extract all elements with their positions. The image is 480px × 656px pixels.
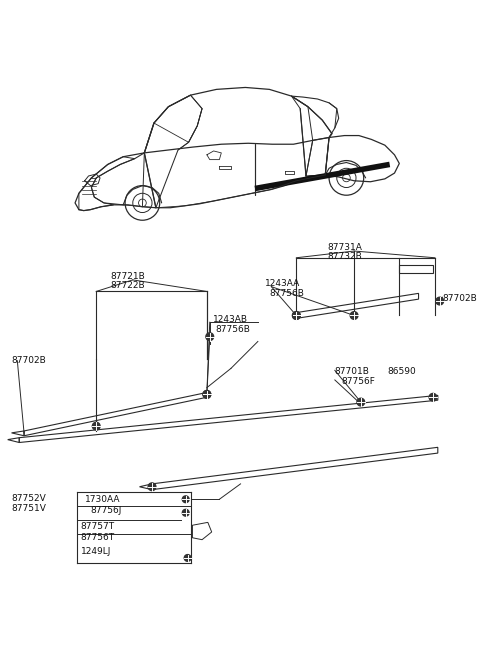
Text: 87702B: 87702B xyxy=(443,294,477,302)
Text: 87756B: 87756B xyxy=(216,325,251,335)
Text: 86590: 86590 xyxy=(388,367,417,376)
Text: 87722B: 87722B xyxy=(111,281,145,290)
Text: 1249LJ: 1249LJ xyxy=(81,546,111,556)
Text: 87702B: 87702B xyxy=(12,356,46,365)
Circle shape xyxy=(184,554,191,562)
Circle shape xyxy=(203,390,211,398)
Text: 87701B: 87701B xyxy=(335,367,370,376)
Circle shape xyxy=(182,496,189,502)
Circle shape xyxy=(350,312,358,319)
Circle shape xyxy=(182,509,189,516)
Circle shape xyxy=(292,312,300,319)
Text: 87756B: 87756B xyxy=(269,289,304,298)
Circle shape xyxy=(206,333,214,340)
Text: 87756F: 87756F xyxy=(342,377,375,386)
Text: 1243AA: 1243AA xyxy=(264,279,300,288)
Text: 1243AB: 1243AB xyxy=(213,315,248,324)
Circle shape xyxy=(357,398,365,406)
Text: 87757T: 87757T xyxy=(81,522,115,531)
Text: 87752V: 87752V xyxy=(12,494,46,502)
Circle shape xyxy=(292,312,300,319)
Text: 1730AA: 1730AA xyxy=(84,495,120,504)
Circle shape xyxy=(436,297,444,305)
Text: 87732B: 87732B xyxy=(327,253,362,261)
Text: 87721B: 87721B xyxy=(110,272,145,281)
Circle shape xyxy=(429,394,437,401)
Circle shape xyxy=(203,390,211,398)
Text: 87756J: 87756J xyxy=(90,506,122,516)
Text: 87751V: 87751V xyxy=(12,504,47,514)
Circle shape xyxy=(148,483,156,491)
Text: 87731A: 87731A xyxy=(327,243,362,252)
Circle shape xyxy=(92,422,100,430)
Text: 87756T: 87756T xyxy=(81,533,115,543)
